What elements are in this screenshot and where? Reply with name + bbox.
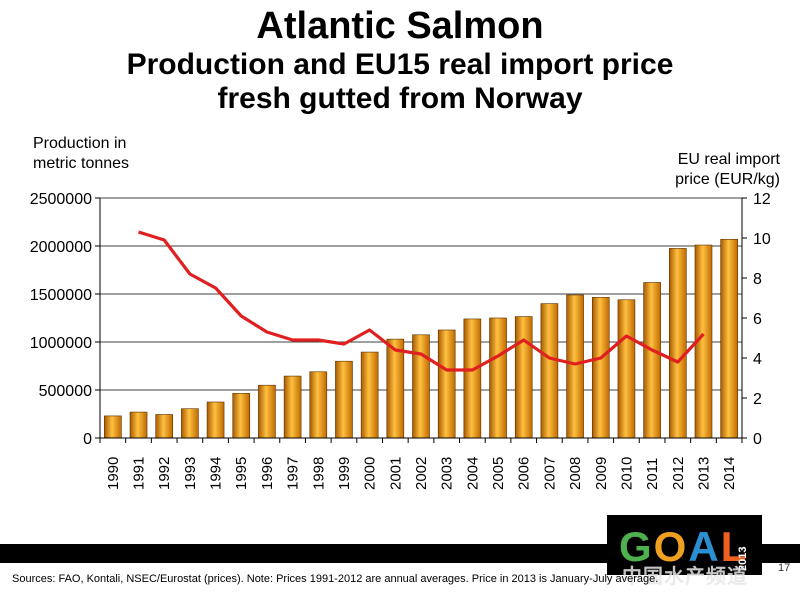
- chart-subtitle-line1: Production and EU15 real import price: [126, 48, 674, 81]
- y-right-label-line1: EU real import: [678, 151, 781, 168]
- bottom-bar: [0, 544, 800, 563]
- bar-production: [668, 248, 687, 439]
- x-tick-label: 2011: [644, 458, 661, 490]
- bar-production: [104, 415, 122, 439]
- x-tick-label: 1993: [182, 457, 199, 490]
- line-layer: [138, 230, 705, 372]
- x-tick-label: 2008: [567, 457, 584, 490]
- y-right-tick-label: 8: [753, 271, 762, 288]
- x-tick-label: 1994: [208, 457, 225, 490]
- bar-production: [206, 401, 225, 439]
- x-tick-label: 1996: [259, 457, 276, 490]
- label-layer: 0 500000 1000000 1500000 2000000 2500000 0 2 4 6 8…: [30, 135, 781, 490]
- y-right-tick-label: 0: [753, 431, 762, 448]
- y-right-tick-label: 6: [753, 311, 762, 328]
- bar-production: [283, 375, 302, 439]
- bar-production: [617, 299, 636, 439]
- y-left-label-line1: Production in: [33, 135, 126, 152]
- y-left-tick-label: 2000000: [30, 239, 92, 256]
- y-left-tick-label: 0: [83, 431, 92, 448]
- x-tick-label: 2005: [490, 457, 507, 490]
- price-line: [138, 230, 705, 372]
- y-left-label-line2: metric tonnes: [33, 155, 129, 172]
- bar-production: [489, 317, 507, 439]
- bar-production: [720, 238, 738, 439]
- chart-subtitle-line2: fresh gutted from Norway: [217, 82, 583, 115]
- x-tick-label: 2013: [695, 457, 712, 490]
- x-tick-label: 1995: [233, 457, 250, 490]
- chart-title: Atlantic Salmon: [256, 5, 544, 47]
- y-right-tick-label: 4: [753, 351, 762, 368]
- title-block: Atlantic Salmon Production and EU15 real…: [0, 4, 800, 116]
- bar-production: [232, 393, 251, 439]
- y-right-label-line2: price (EUR/kg): [675, 171, 780, 188]
- logo-letter-g: G: [619, 523, 654, 570]
- y-left-tick-label: 500000: [39, 383, 92, 400]
- bar-production: [386, 338, 405, 439]
- x-tick-label: 2007: [541, 457, 558, 490]
- x-tick-label: 1991: [131, 457, 148, 490]
- bar-production: [463, 318, 482, 439]
- axis-layer: [95, 197, 747, 443]
- bar-production: [335, 360, 353, 439]
- y-left-tick-label: 1000000: [30, 335, 92, 352]
- y-left-tick-label: 1500000: [30, 287, 92, 304]
- bar-production: [566, 294, 584, 439]
- bar-production: [258, 384, 276, 439]
- x-tick-label: 1992: [156, 457, 173, 490]
- x-tick-label: 1990: [105, 457, 122, 490]
- page-number: 17: [778, 562, 791, 574]
- x-tick-label: 1997: [285, 457, 302, 490]
- y-right-tick-label: 12: [753, 191, 771, 208]
- x-tick-label: 2009: [593, 457, 610, 490]
- x-tick-label: 2006: [516, 457, 533, 490]
- x-tick-label: 2004: [464, 457, 481, 490]
- x-tick-label: 2014: [721, 457, 738, 490]
- bar-production: [309, 371, 328, 439]
- logo-letter-a: A: [688, 523, 721, 570]
- bar-production: [540, 303, 559, 439]
- x-tick-label: 2002: [413, 457, 430, 490]
- bar-production: [129, 411, 148, 439]
- logo-letter-o: O: [653, 523, 689, 570]
- goal-logo: GOAL 2013: [607, 515, 762, 575]
- watermark: 中国水产频道: [622, 564, 748, 588]
- goal-logo-text: GOAL: [619, 523, 748, 571]
- x-tick-label: 2012: [670, 457, 687, 490]
- bar-production: [360, 351, 379, 439]
- bar-production: [591, 297, 610, 439]
- x-tick-label: 2000: [362, 457, 379, 490]
- bar-layer: [104, 238, 738, 439]
- y-right-tick-label: 10: [753, 231, 771, 248]
- bar-production: [437, 329, 456, 439]
- bar-production: [181, 408, 199, 439]
- bar-production: [412, 334, 430, 439]
- x-tick-label: 2003: [439, 457, 456, 490]
- x-tick-label: 2010: [618, 457, 635, 490]
- y-left-tick-label: 2500000: [30, 191, 92, 208]
- bar-production: [643, 282, 661, 439]
- bar-production: [514, 316, 533, 439]
- x-tick-label: 1998: [310, 457, 327, 490]
- logo-letter-l: L: [720, 523, 749, 570]
- y-right-tick-label: 2: [753, 391, 762, 408]
- x-tick-label: 2001: [387, 457, 404, 490]
- footer-note: Sources: FAO, Kontali, NSEC/Eurostat (pr…: [12, 573, 659, 585]
- bar-production: [155, 414, 173, 439]
- x-tick-label: 1999: [336, 457, 353, 490]
